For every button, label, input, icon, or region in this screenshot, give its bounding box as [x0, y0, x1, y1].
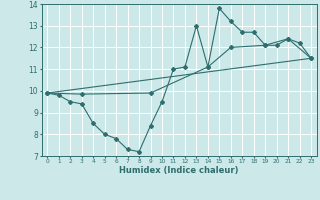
X-axis label: Humidex (Indice chaleur): Humidex (Indice chaleur) [119, 166, 239, 175]
